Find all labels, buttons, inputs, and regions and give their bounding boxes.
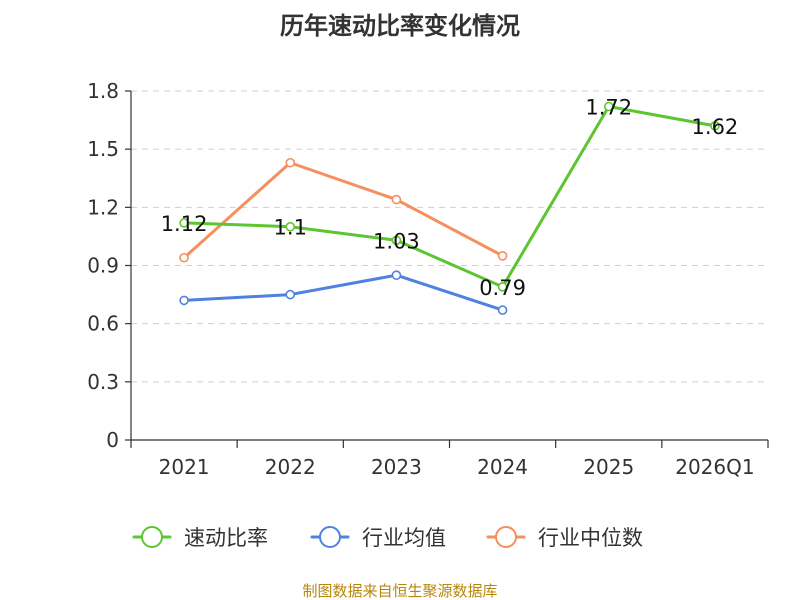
x-tick-label: 2025: [583, 455, 634, 479]
legend-item: 行业中位数: [486, 526, 643, 550]
y-tick-label: 0.9: [87, 254, 119, 278]
data-point: [285, 157, 296, 168]
legend-label: 速动比率: [184, 526, 268, 550]
x-tick-label: 2024: [477, 455, 528, 479]
data-point: [391, 194, 402, 205]
series-line: [182, 105, 717, 289]
data-point: [391, 270, 402, 280]
axes: 0 0.3 0.6 0.9 1.2 1.5 1.8 2021 2022 2023 2024 2025 2…: [87, 79, 769, 479]
legend-marker: [141, 526, 163, 548]
data-label: 1.12: [161, 212, 208, 236]
legend-item: 速动比率: [132, 526, 268, 550]
data-point: [497, 282, 508, 292]
y-tick-label: 1.8: [87, 79, 119, 103]
legend-marker: [319, 526, 341, 548]
x-tick-label: 2026Q1: [675, 455, 754, 479]
data-label: 1.62: [692, 115, 739, 139]
data-labels: 1.12 1.1 1.03 0.79 1.72 1.62: [161, 96, 739, 300]
data-point: [710, 121, 720, 131]
data-point: [391, 235, 402, 246]
data-label: 0.79: [479, 276, 526, 300]
data-point: [179, 252, 189, 263]
series-layer: [179, 101, 720, 315]
data-point: [179, 218, 189, 228]
y-tick-label: 0.6: [87, 312, 119, 336]
data-point: [285, 221, 296, 232]
legend-item: 行业均值: [310, 526, 446, 550]
x-tick-label: 2023: [371, 455, 422, 479]
x-tick-label: 2022: [265, 455, 316, 479]
legend-marker: [495, 526, 517, 548]
legend-label: 行业均值: [362, 526, 446, 550]
y-tick-label: 1.5: [87, 137, 119, 161]
x-tick-label: 2021: [159, 455, 210, 479]
data-point: [497, 251, 508, 261]
chart-title: 历年速动比率变化情况: [280, 12, 520, 40]
y-tick-label: 1.2: [87, 195, 119, 219]
legend-label: 行业中位数: [538, 526, 643, 550]
data-point: [497, 305, 508, 315]
data-point: [603, 101, 614, 112]
y-tick-label: 0.3: [87, 370, 119, 394]
data-label: 1.72: [585, 96, 632, 120]
series-line: [182, 273, 505, 312]
series-line: [182, 161, 505, 260]
data-label: 1.1: [274, 216, 307, 240]
legend: 速动比率 行业均值 行业中位数: [132, 526, 643, 550]
grid: [131, 90, 768, 383]
data-label: 1.03: [373, 229, 420, 253]
data-point: [179, 295, 189, 306]
y-tick-label: 0: [106, 428, 119, 452]
data-point: [285, 289, 296, 300]
source-text: 制图数据来自恒生聚源数据库: [302, 582, 497, 600]
